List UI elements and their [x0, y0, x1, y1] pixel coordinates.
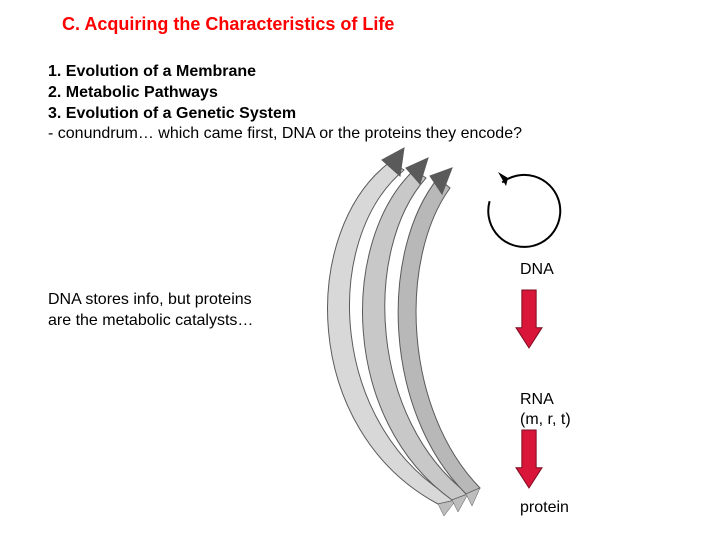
- flow-diagram: [0, 0, 720, 540]
- protein-label: protein: [520, 498, 569, 517]
- rna-label-line1: RNA: [520, 390, 554, 409]
- slide: C. Acquiring the Characteristics of Life…: [0, 0, 720, 540]
- rna-label-line2: (m, r, t): [520, 410, 571, 429]
- dna-label: DNA: [520, 260, 554, 279]
